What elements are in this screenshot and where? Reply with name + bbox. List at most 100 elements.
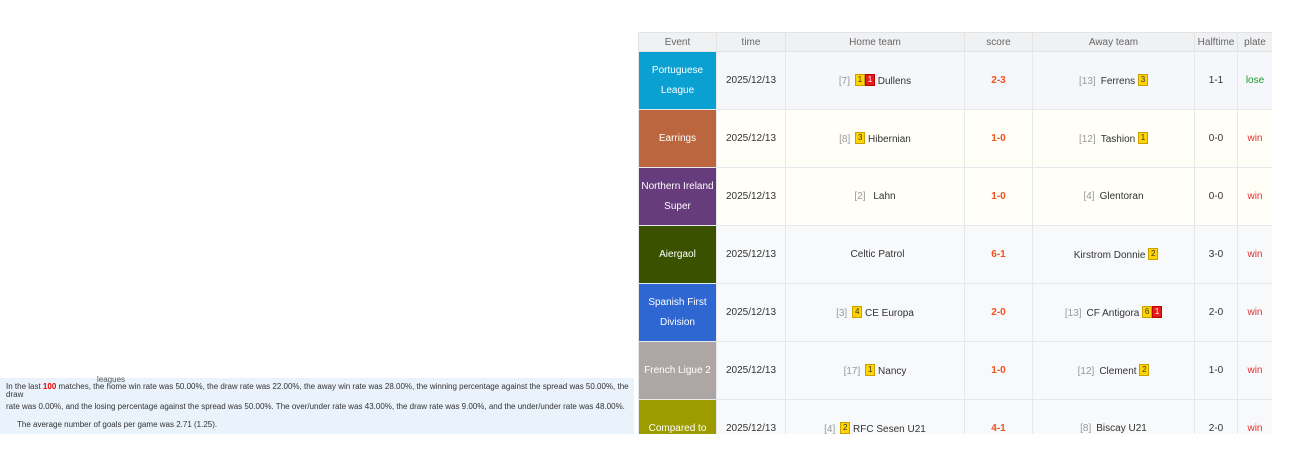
score-cell: 1-0 [964,109,1033,168]
away-team-cell[interactable]: [8] Biscay U21 [1032,399,1195,434]
table-row[interactable]: Earrings 2025/12/13 [8] 3 Hibernian 1-0 [… [638,109,1272,168]
yellow-card-badge: 2 [1148,248,1159,260]
red-card-badge: 1 [864,74,875,86]
plate-cell: win [1237,109,1272,168]
halftime-cell: 1-1 [1194,51,1238,110]
column-header: plate [1237,32,1272,52]
away-team-name[interactable]: CF Antigora [1086,308,1140,319]
home-team-name[interactable]: Hibernian [868,134,911,145]
time-cell: 2025/12/13 [716,225,786,284]
event-cell[interactable]: French Ligue 2 [638,341,717,400]
home-team-cell[interactable]: [3] 4 CE Europa [785,283,965,342]
away-team-name[interactable]: Glentoran [1099,191,1144,202]
yellow-card-badge: 3 [855,132,866,144]
halftime-cell: 2-0 [1194,399,1238,434]
table-row[interactable]: Compared to 2025/12/13 [4] 2 RFC Sesen U2… [638,399,1272,434]
away-team-cell[interactable]: [12] Tashion 1 [1032,109,1195,168]
away-team-name[interactable]: Tashion [1100,134,1136,145]
halftime-cell: 1-0 [1194,341,1238,400]
yellow-card-badge: 3 [1137,74,1148,86]
home-team-name[interactable]: Dullens [877,76,912,87]
yellow-card-badge: 2 [1139,364,1150,376]
away-team-cell[interactable]: [13] Ferrens 3 [1032,51,1195,110]
away-rank: [12] [1079,134,1096,145]
score-cell: 4-1 [964,399,1033,434]
home-team-name[interactable]: Nancy [878,366,907,377]
home-team-cell[interactable]: Celtic Patrol [785,225,965,284]
score-cell: 6-1 [964,225,1033,284]
away-rank: [8] [1080,423,1092,434]
match-table: Event time Home team score Away team Halftime… [638,32,1272,434]
column-header: time [716,32,786,52]
event-cell[interactable]: Compared to [638,399,717,434]
summary-line-3: The average number of goals per game was… [17,420,218,429]
away-team-cell[interactable]: Kirstrom Donnie 2 [1032,225,1195,284]
halftime-cell: 0-0 [1194,167,1238,226]
home-team-name[interactable]: Lahn [873,191,896,202]
plate-cell: win [1237,283,1272,342]
away-team-name[interactable]: Ferrens [1100,76,1136,87]
score-cell: 2-3 [964,51,1033,110]
home-team-cell[interactable]: [4] 2 RFC Sesen U21 [785,399,965,434]
plate-cell: win [1237,341,1272,400]
column-header: Event [638,32,717,52]
table-row[interactable]: Spanish First Division 2025/12/13 [3] 4 C… [638,283,1272,342]
score-cell: 1-0 [964,341,1033,400]
stats-summary: leagues In the last 100 matches, the hom… [0,375,634,434]
yellow-card-badge: 6 [1142,306,1153,318]
away-rank: [13] [1079,76,1096,87]
summary-line-2: rate was 0.00%, and the losing percentag… [6,402,625,411]
time-cell: 2025/12/13 [716,341,786,400]
event-cell[interactable]: Northern Ireland Super [638,167,717,226]
home-rank: [2] [854,191,866,202]
event-cell[interactable]: Earrings [638,109,717,168]
home-team-cell[interactable]: [2] Lahn [785,167,965,226]
home-team-name[interactable]: Celtic Patrol [850,249,905,260]
red-card-badge: 1 [1152,306,1163,318]
event-cell[interactable]: Portuguese League [638,51,717,110]
yellow-card-badge: 1 [865,364,876,376]
column-header: Home team [785,32,965,52]
score-cell: 2-0 [964,283,1033,342]
home-rank: [4] [824,424,836,434]
home-rank: [17] [843,366,861,377]
table-row[interactable]: Northern Ireland Super 2025/12/13 [2] La… [638,167,1272,226]
column-header: score [964,32,1033,52]
home-rank: [3] [836,308,848,319]
time-cell: 2025/12/13 [716,167,786,226]
away-team-name[interactable]: Biscay U21 [1096,423,1147,434]
plate-cell: win [1237,225,1272,284]
home-team-cell[interactable]: [8] 3 Hibernian [785,109,965,168]
event-cell[interactable]: Aiergaol [638,225,717,284]
home-team-cell[interactable]: [7] 1 1 Dullens [785,51,965,110]
yellow-card-badge: 4 [852,306,863,318]
score-cell: 1-0 [964,167,1033,226]
time-cell: 2025/12/13 [716,109,786,168]
away-rank: [13] [1064,308,1082,319]
event-cell[interactable]: Spanish First Division [638,283,717,342]
away-rank: [4] [1083,191,1095,202]
time-cell: 2025/12/13 [716,51,786,110]
away-team-cell[interactable]: [12] Clement 2 [1032,341,1195,400]
halftime-cell: 3-0 [1194,225,1238,284]
away-rank: [12] [1077,366,1095,377]
away-team-name[interactable]: Clement [1099,366,1137,377]
home-rank: [8] [839,134,851,145]
away-team-cell[interactable]: [4] Glentoran [1032,167,1195,226]
table-row[interactable]: Aiergaol 2025/12/13 Celtic Patrol 6-1 Ki… [638,225,1272,284]
home-team-name[interactable]: RFC Sesen U21 [853,424,926,434]
table-row[interactable]: French Ligue 2 2025/12/13 [17] 1 Nancy 1-… [638,341,1272,400]
home-team-cell[interactable]: [17] 1 Nancy [785,341,965,400]
yellow-card-badge: 1 [854,74,865,86]
time-cell: 2025/12/13 [716,283,786,342]
plate-cell: win [1237,399,1272,434]
home-team-name[interactable]: CE Europa [864,308,914,319]
match-count: 100 [42,382,57,391]
time-cell: 2025/12/13 [716,399,786,434]
plate-cell: lose [1237,51,1272,110]
yellow-card-badge: 1 [1137,132,1148,144]
away-team-name[interactable]: Kirstrom Donnie [1073,250,1146,261]
table-row[interactable]: Portuguese League 2025/12/13 [7] 1 1 Dulle… [638,51,1272,110]
halftime-cell: 2-0 [1194,283,1238,342]
